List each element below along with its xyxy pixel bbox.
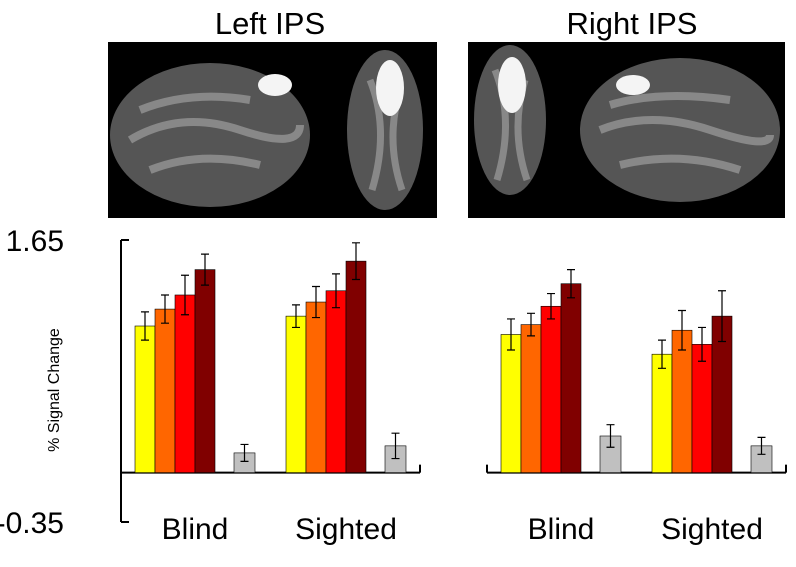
panel-title: Left IPS xyxy=(215,6,325,41)
error-bar xyxy=(240,443,249,462)
panel-title: Right IPS xyxy=(567,6,698,41)
bar xyxy=(651,353,673,473)
bar xyxy=(500,334,522,473)
error-bar xyxy=(718,290,726,343)
error-bar xyxy=(332,273,340,309)
error-bar xyxy=(567,269,575,299)
bar xyxy=(134,325,156,473)
error-bar xyxy=(698,326,706,362)
bar xyxy=(345,260,367,473)
error-bar xyxy=(757,436,766,455)
bar xyxy=(305,301,327,473)
x-tick-label: Blind xyxy=(528,513,595,546)
bar xyxy=(154,308,176,473)
bar xyxy=(194,269,216,473)
x-tick-label: Sighted xyxy=(295,513,397,546)
error-bar xyxy=(606,424,615,448)
y-tick-label: -0.35 xyxy=(0,507,64,540)
y-axis-label: % Signal Change xyxy=(46,328,63,452)
error-bar xyxy=(161,294,169,324)
error-bar xyxy=(141,311,149,341)
error-bar xyxy=(292,304,300,329)
bar xyxy=(285,315,307,473)
brain-right xyxy=(468,42,785,218)
y-tick-label: 1.65 xyxy=(6,225,64,258)
bar xyxy=(691,344,713,473)
x-tick-label: Blind xyxy=(162,513,229,546)
bar xyxy=(174,294,196,473)
error-bar xyxy=(678,309,686,351)
error-bar xyxy=(391,432,400,460)
bar xyxy=(671,329,693,473)
error-bar xyxy=(527,312,535,337)
error-bar xyxy=(181,274,189,316)
error-bar xyxy=(547,292,555,320)
x-tick-label: Sighted xyxy=(661,513,763,546)
error-bar xyxy=(507,318,515,351)
bar xyxy=(520,324,542,473)
brain-left xyxy=(108,42,437,218)
bar xyxy=(560,283,582,473)
bar xyxy=(540,305,562,473)
bar xyxy=(325,290,347,473)
error-bar xyxy=(352,242,360,281)
error-bar xyxy=(312,285,320,319)
error-bar xyxy=(658,339,666,369)
error-bar xyxy=(201,253,209,286)
